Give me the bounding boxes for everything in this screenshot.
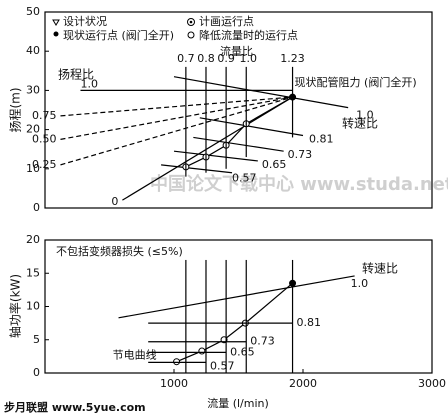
series-label: 1.0 (351, 277, 369, 290)
series-label: 1.0 (80, 77, 98, 90)
series-label: 0.73 (288, 148, 313, 161)
annotation: 流量比 (220, 44, 253, 58)
curve (193, 136, 284, 152)
dashed-line (60, 96, 293, 117)
legend-symbol (52, 19, 60, 26)
y-tick-label: 40 (26, 44, 40, 57)
x-tick-label: 3000 (418, 377, 446, 390)
curve (118, 275, 355, 319)
series-label: 0.25 (32, 158, 57, 171)
series-label: 0.9 (217, 52, 235, 65)
y-tick-label: 15 (26, 266, 40, 279)
dashed-line (60, 96, 293, 140)
y-tick-label: 0 (33, 201, 40, 214)
legend-label: 现状运行点 (阀门全开) (63, 28, 174, 42)
annotation: 转速比 (362, 261, 398, 276)
y-tick-label: 5 (33, 333, 40, 346)
y-tick-label: 10 (26, 162, 40, 175)
series-label: 现状配管阻力 (阀门全开) (295, 75, 417, 89)
legend-symbol (53, 31, 59, 37)
dashed-line (60, 96, 293, 166)
series-label: 0.65 (230, 345, 255, 358)
y-tick-label: 20 (26, 233, 40, 246)
y-tick-label: 30 (26, 83, 40, 96)
y-tick-label: 50 (26, 5, 40, 18)
annotation: 扬程比 (58, 67, 94, 82)
legend-symbol (187, 31, 195, 39)
series-label: 1.0 (239, 52, 257, 65)
curve (173, 150, 258, 162)
series-label: 1.0 (356, 109, 374, 122)
legend-label: 计画运行点 (199, 15, 254, 28)
x-tick-label: 1000 (160, 377, 188, 390)
series-label: 节电曲线 (113, 348, 157, 362)
y-axis-title: 轴功率(kW) (8, 274, 23, 338)
curve (199, 117, 304, 137)
series-label: 0.75 (32, 109, 57, 122)
series-label: 0.57 (232, 172, 256, 185)
series-label: 0.65 (262, 158, 287, 171)
curve (173, 76, 349, 109)
footer: 步月联盟 www.5yue.com (4, 400, 146, 414)
series-label: 0.81 (309, 132, 334, 145)
annotation: 不包括变频器损失 (≤5%) (56, 244, 183, 258)
watermark: 中国论文下载中心 www.studa.net (150, 173, 448, 195)
series-label: 0.57 (210, 359, 235, 372)
curve (161, 164, 233, 174)
operating-point (173, 358, 181, 366)
legend-label: 设计状况 (63, 14, 107, 28)
y-tick-label: 0 (33, 366, 40, 379)
series-label: 1.23 (280, 52, 305, 65)
series-label: 0.50 (32, 132, 57, 145)
series-label: 0.8 (197, 52, 215, 65)
series-label: 0.73 (250, 335, 274, 348)
y-tick-label: 10 (26, 300, 40, 313)
legend-symbol (189, 20, 193, 24)
series-label: 0.81 (297, 316, 322, 329)
curve (122, 96, 293, 201)
series-label: 0 (111, 195, 118, 208)
curve (185, 96, 293, 168)
legend-symbol (187, 18, 195, 26)
y-axis-title: 扬程(m) (8, 87, 23, 132)
x-axis-title: 流量 (l/min) (207, 396, 269, 410)
series-label: 0.7 (177, 52, 195, 65)
y-tick-label: 20 (26, 123, 40, 136)
legend-label: 降低流量时的运行点 (199, 28, 298, 42)
x-tick-label: 2000 (289, 377, 317, 390)
top-plot-frame (44, 11, 433, 209)
annotation: 转速比 (342, 116, 378, 131)
operating-point (198, 347, 206, 355)
